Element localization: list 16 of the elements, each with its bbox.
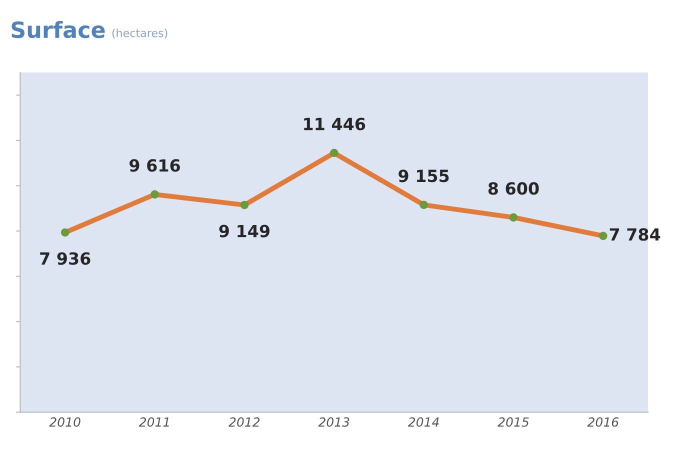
x-tick-label: 2011 — [138, 417, 169, 427]
x-tick-label: 2014 — [408, 417, 439, 427]
x-tick-label: 2013 — [318, 417, 350, 427]
data-label: 7 784 — [610, 228, 660, 241]
chart-subtitle: (hectares) — [112, 28, 168, 39]
data-label: 9 155 — [398, 170, 449, 182]
x-tick-label: 2015 — [498, 417, 529, 427]
chart-title: Surface — [12, 20, 105, 38]
data-label: 9 616 — [130, 159, 180, 172]
x-tick-label: 2016 — [587, 417, 619, 427]
data-label: 9 149 — [219, 224, 270, 238]
data-label: 7 936 — [40, 252, 90, 265]
x-tick-label: 2010 — [49, 417, 80, 427]
data-label: 11 446 — [304, 118, 366, 130]
x-tick-label: 2012 — [228, 417, 260, 427]
data-label: 8 600 — [488, 182, 539, 195]
